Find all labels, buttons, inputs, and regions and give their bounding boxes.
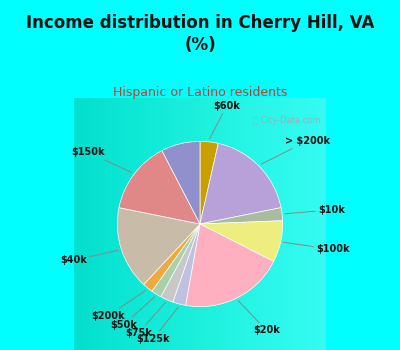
Wedge shape xyxy=(200,208,282,224)
Wedge shape xyxy=(117,208,200,285)
Text: $200k: $200k xyxy=(91,290,146,321)
Wedge shape xyxy=(200,221,283,261)
Text: $20k: $20k xyxy=(238,301,280,335)
Text: $75k: $75k xyxy=(125,302,166,338)
Text: $150k: $150k xyxy=(71,147,132,173)
Text: $60k: $60k xyxy=(210,101,240,139)
Wedge shape xyxy=(144,224,200,291)
Text: ⓘ City-Data.com: ⓘ City-Data.com xyxy=(254,116,321,125)
Wedge shape xyxy=(173,224,200,306)
Wedge shape xyxy=(200,141,218,224)
Text: > $200k: > $200k xyxy=(261,136,330,164)
Wedge shape xyxy=(162,141,200,224)
Text: Income distribution in Cherry Hill, VA
(%): Income distribution in Cherry Hill, VA (… xyxy=(26,14,374,54)
Wedge shape xyxy=(161,224,200,302)
Text: Hispanic or Latino residents: Hispanic or Latino residents xyxy=(113,86,287,99)
Text: $125k: $125k xyxy=(136,307,178,344)
Wedge shape xyxy=(200,144,281,224)
Text: $100k: $100k xyxy=(284,242,350,254)
Text: $50k: $50k xyxy=(110,297,155,330)
Wedge shape xyxy=(186,224,274,307)
Wedge shape xyxy=(119,150,200,224)
Text: $10k: $10k xyxy=(285,205,345,215)
Text: $40k: $40k xyxy=(60,250,118,265)
Wedge shape xyxy=(152,224,200,297)
